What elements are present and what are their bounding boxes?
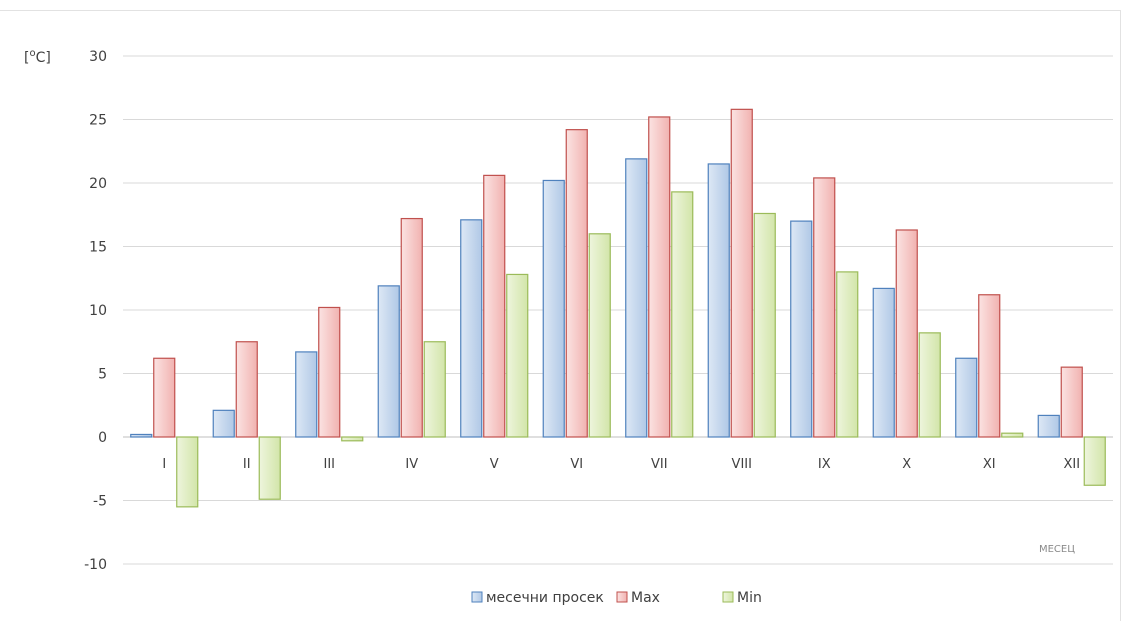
chart-border-top	[0, 10, 1121, 11]
bar-mean	[212, 409, 235, 438]
bar-min	[176, 436, 199, 508]
bar-max	[153, 357, 176, 438]
bar-min	[918, 332, 941, 438]
bar-min	[341, 436, 364, 442]
gridlines	[123, 55, 1113, 565]
x-category-label: VI	[570, 457, 583, 472]
legend-label: Min	[737, 590, 762, 606]
bar-min	[753, 212, 776, 438]
legend-swatch	[616, 591, 628, 603]
x-category-label: I	[162, 457, 166, 472]
x-category-label: V	[490, 457, 499, 472]
bar-mean	[460, 219, 483, 438]
bar-mean	[1037, 414, 1060, 438]
y-axis-unit-label: [oC]	[24, 48, 51, 66]
bar-min	[1001, 432, 1024, 438]
bar-mean	[790, 220, 813, 438]
y-tick-label: 30	[89, 49, 107, 65]
x-category-labels: I II III IV V VI VII VIII IX X XI XII	[162, 457, 1080, 472]
bar-max	[318, 306, 341, 438]
bar-mean	[872, 287, 895, 438]
bar-mean	[625, 158, 648, 438]
y-tick-labels: -10 -5 0 5 10 15 20 25 30	[84, 49, 107, 573]
bars-group	[130, 108, 1106, 508]
legend-swatch	[722, 591, 734, 603]
bar-max	[235, 341, 258, 438]
bar-mean	[955, 357, 978, 438]
bar-min	[423, 341, 446, 438]
bar-max	[978, 294, 1001, 438]
bar-mean	[542, 179, 565, 438]
x-category-label: IV	[405, 457, 418, 472]
legend-swatch	[471, 591, 483, 603]
bar-min	[836, 271, 859, 438]
y-tick-label: 25	[89, 113, 107, 129]
bar-mean	[707, 163, 730, 438]
y-tick-label: 15	[89, 240, 107, 256]
bar-max	[648, 116, 671, 438]
legend-label: месечни просек	[486, 590, 604, 606]
x-category-label: XI	[983, 457, 996, 472]
bar-mean	[130, 433, 153, 438]
x-axis-label: МЕСЕЦ	[1039, 544, 1075, 555]
x-category-label: X	[902, 457, 911, 472]
y-tick-label: -5	[93, 494, 107, 510]
bar-max	[730, 108, 753, 438]
bar-max	[813, 177, 836, 438]
bar-min	[1083, 436, 1106, 486]
bar-max	[400, 217, 423, 438]
bar-min	[506, 273, 529, 438]
y-tick-label: 20	[89, 176, 107, 192]
y-tick-label: -10	[84, 557, 107, 573]
x-category-label: VII	[651, 457, 668, 472]
y-tick-label: 5	[98, 367, 107, 383]
x-category-label: II	[243, 457, 251, 472]
legend-label: Max	[631, 590, 660, 606]
bar-max	[565, 129, 588, 438]
bar-mean	[295, 351, 318, 438]
bar-max	[1060, 366, 1083, 438]
bar-min	[588, 233, 611, 438]
y-tick-label: 0	[98, 430, 107, 446]
bar-min	[671, 191, 694, 438]
bar-max	[483, 174, 506, 438]
bar-min	[258, 436, 281, 500]
x-category-label: XII	[1063, 457, 1080, 472]
bar-max	[895, 229, 918, 438]
x-category-label: III	[323, 457, 335, 472]
x-category-label: VIII	[732, 457, 752, 472]
legend: месечни просек Max Min	[471, 590, 762, 606]
bar-mean	[377, 285, 400, 438]
y-tick-label: 10	[89, 303, 107, 319]
x-category-label: IX	[818, 457, 831, 472]
